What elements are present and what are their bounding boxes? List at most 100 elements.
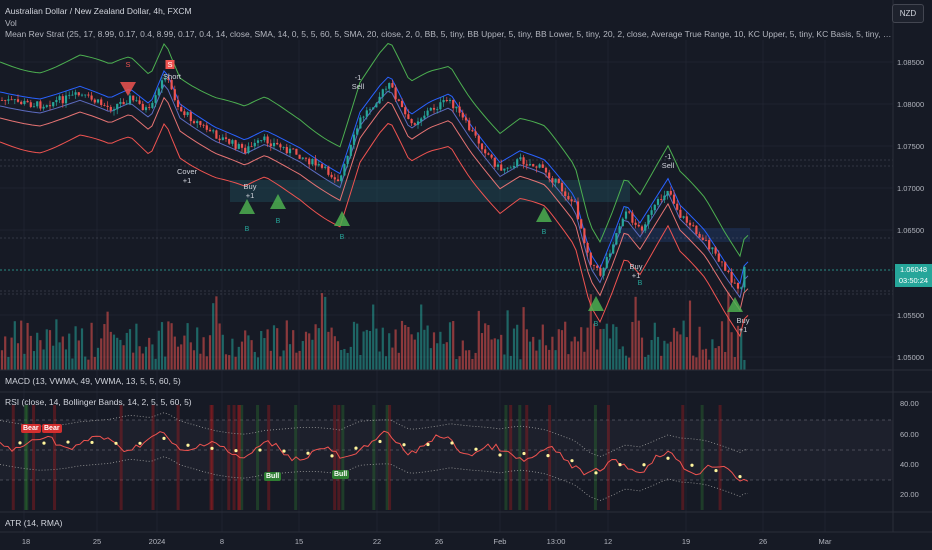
volume-bar	[410, 334, 413, 370]
volume-bar	[656, 336, 660, 370]
candle-body	[602, 267, 605, 276]
candle-body	[244, 147, 247, 154]
volume-bar	[679, 334, 682, 370]
rsi-dot	[426, 442, 430, 447]
time-tick: Feb	[493, 537, 507, 546]
candle-body	[74, 92, 77, 95]
candle-body	[266, 136, 269, 144]
candle-body	[311, 158, 314, 165]
candle-body	[221, 137, 224, 141]
volume-bar	[624, 355, 628, 370]
rsi-highlight	[227, 405, 231, 510]
candle-body	[525, 164, 528, 166]
marker-b: B	[593, 321, 599, 328]
volume-bar	[605, 323, 608, 370]
volume-bar	[26, 322, 29, 370]
candle-body	[157, 88, 160, 96]
rsi-tick: 40.00	[900, 460, 919, 469]
currency-button[interactable]: NZD	[892, 4, 924, 23]
volume-bar	[714, 348, 717, 370]
candle-body	[160, 80, 164, 89]
volume-bar	[269, 350, 272, 370]
candle-body	[263, 136, 266, 141]
volume-bar	[333, 336, 336, 370]
candle-body	[176, 100, 180, 108]
volume-bar	[23, 353, 26, 370]
candle-body	[205, 125, 208, 130]
rsi-highlight	[237, 405, 241, 510]
rsi-dot	[618, 463, 622, 467]
volume-bar	[240, 341, 244, 370]
rsi-dot	[642, 463, 646, 467]
rsi-dot	[570, 459, 574, 463]
candle-body	[714, 247, 717, 254]
volume-bar	[637, 320, 640, 370]
volume-bar	[0, 350, 4, 370]
volume-bar	[650, 340, 653, 370]
volume-bar	[84, 356, 87, 370]
candle-body	[164, 79, 167, 81]
time-tick: 2024	[148, 537, 166, 546]
volume-bar	[455, 359, 458, 370]
candle-body	[516, 159, 519, 166]
time-tick: 22	[372, 537, 382, 546]
volume-bar	[160, 322, 164, 370]
candle-body	[253, 142, 256, 147]
candle-body	[637, 224, 640, 227]
volume-bar	[215, 296, 218, 370]
candle-body	[260, 140, 263, 141]
volume-bar	[234, 356, 237, 370]
candle-body	[573, 201, 576, 203]
volume-bar	[317, 328, 320, 370]
volume-bar	[253, 351, 256, 370]
candle-body	[109, 106, 112, 111]
volume-bar	[676, 331, 679, 370]
rsi-label: RSI (close, 14, Bollinger Bands, 14, 2, …	[5, 397, 192, 407]
volume-bar	[567, 354, 570, 370]
volume-bar	[708, 359, 711, 370]
volume-bar	[375, 328, 378, 370]
candle-body	[359, 117, 362, 129]
volume-bar	[106, 311, 109, 370]
candle-body	[410, 118, 413, 124]
candle-body	[432, 107, 436, 110]
candle-body	[330, 174, 333, 178]
signal-text: +1	[182, 176, 192, 185]
candle-body	[580, 219, 583, 229]
volume-bar	[692, 355, 695, 370]
volume-bar	[356, 323, 359, 370]
price-tick: 1.08500	[897, 58, 925, 67]
time-tick: 12	[603, 537, 613, 546]
volume-bar	[580, 327, 583, 370]
bar-countdown: 03:50:24	[898, 276, 929, 285]
candle-body	[327, 166, 330, 175]
rsi-highlight	[504, 405, 508, 510]
volume-bar	[461, 340, 464, 370]
candle-body	[183, 111, 186, 116]
candle-body	[20, 101, 23, 105]
volume-bar	[477, 310, 480, 370]
candle-body	[612, 244, 615, 254]
volume-bar	[352, 321, 356, 370]
candle-body	[365, 110, 368, 117]
candle-body	[58, 96, 61, 101]
volume-bar	[279, 356, 282, 370]
volume-bar	[122, 345, 125, 370]
strategy-label[interactable]: Mean Rev Strat (25, 17, 8.99, 0.17, 0.4,…	[5, 29, 897, 39]
volume-bar	[125, 332, 128, 370]
volume-bar	[586, 327, 589, 370]
volume-bar	[717, 346, 720, 370]
rsi-bull-badge: Bull	[264, 472, 282, 481]
candle-body	[215, 130, 218, 139]
volume-bar	[554, 350, 557, 370]
pane-separators	[0, 0, 932, 533]
candle-body	[688, 222, 692, 226]
candle-body	[596, 265, 599, 268]
candle-body	[500, 164, 503, 171]
candle-body	[93, 99, 96, 103]
candle-body	[80, 94, 84, 96]
candle-body	[125, 103, 128, 105]
volume-bar	[618, 349, 621, 370]
candle-body	[423, 115, 426, 119]
